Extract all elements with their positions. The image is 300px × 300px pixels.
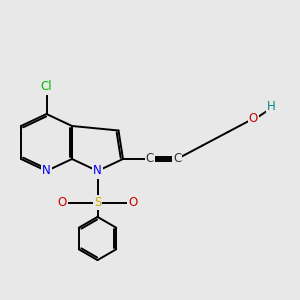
Text: C: C [173,152,181,166]
Text: N: N [93,164,102,178]
Text: C: C [146,152,154,166]
Text: O: O [58,196,67,209]
Text: H: H [267,100,276,113]
Text: O: O [249,112,258,125]
Text: N: N [42,164,51,178]
Text: S: S [94,196,101,209]
Text: Cl: Cl [41,80,52,94]
Text: O: O [128,196,137,209]
